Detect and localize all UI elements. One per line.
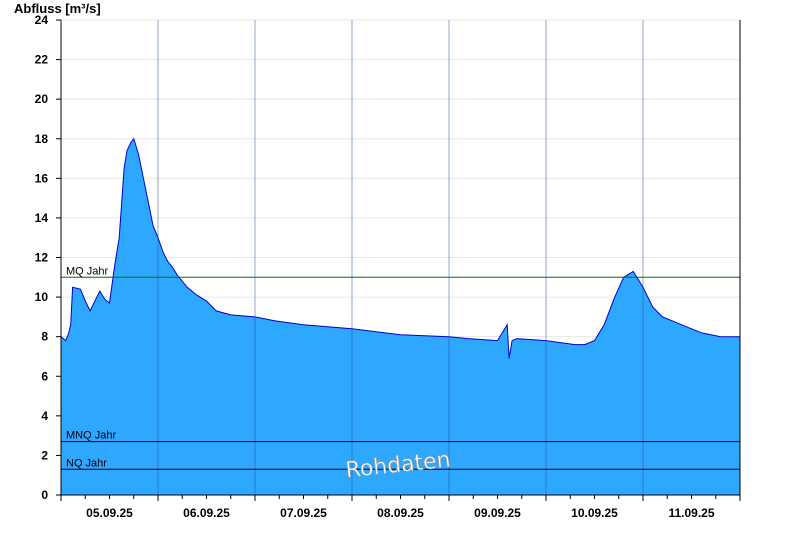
refline-label-2: NQ Jahr: [66, 457, 107, 469]
refline-label-1: MNQ Jahr: [66, 430, 116, 442]
y-tick-label-18: 18: [35, 132, 49, 146]
y-tick-label-10: 10: [35, 290, 49, 304]
y-tick-label-14: 14: [35, 211, 49, 225]
x-tick-labels: 05.09.25 06.09.25 07.09.25 08.09.25 09.09.25…: [60, 495, 741, 520]
y-tick-label-20: 20: [35, 92, 49, 106]
x-tick-label-0: 05.09.25: [86, 506, 133, 520]
refline-label-0: MQ Jahr: [66, 265, 109, 277]
y-tick-label-6: 6: [41, 369, 48, 383]
x-tick-label-2: 07.09.25: [280, 506, 327, 520]
day-separators: [157, 20, 644, 495]
x-tick-label-1: 06.09.25: [183, 506, 230, 520]
y-tick-label-16: 16: [35, 171, 49, 185]
y-tick-label-8: 8: [41, 330, 48, 344]
series-line: [60, 137, 740, 359]
y-tick-label-12: 12: [35, 251, 49, 265]
y-axis-label: Abfluss [m³/s]: [14, 1, 101, 16]
y-tick-label-24: 24: [35, 13, 49, 27]
x-tick-label-4: 09.09.25: [474, 506, 521, 520]
y-tick-label-0: 0: [41, 488, 48, 502]
y-tick-label-22: 22: [35, 53, 49, 67]
series-area-fill: [61, 138, 740, 496]
y-tick-label-2: 2: [41, 448, 48, 462]
x-tick-label-5: 10.09.25: [571, 506, 618, 520]
x-tick-label-6: 11.09.25: [668, 506, 714, 520]
reference-lines: MQ Jahr MNQ Jahr NQ Jahr: [61, 265, 740, 470]
y-tick-label-4: 4: [41, 409, 48, 423]
series-area: [60, 137, 740, 496]
x-tick-label-3: 08.09.25: [377, 506, 424, 520]
